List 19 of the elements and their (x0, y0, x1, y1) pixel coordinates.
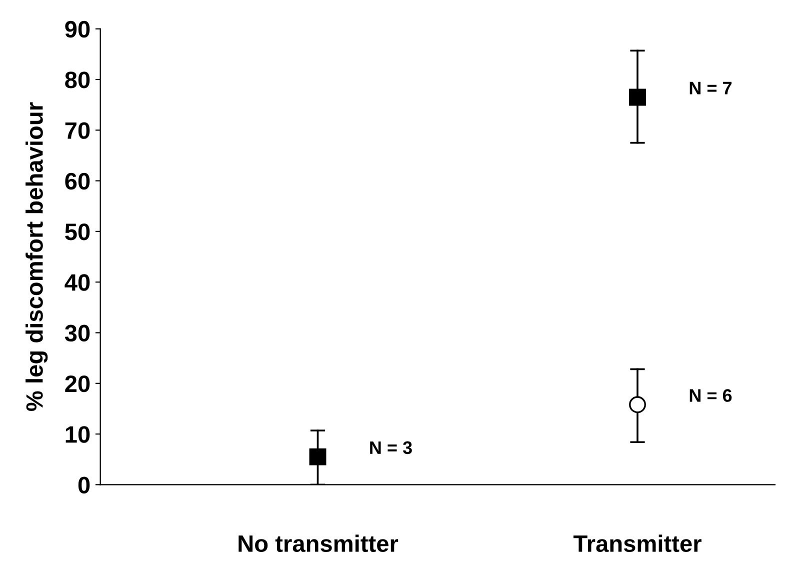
annotation: N = 7 (690, 82, 732, 94)
y-tick-label: 80 (65, 72, 90, 88)
x-tick-label: No transmitter (238, 534, 398, 552)
y-tick-label: 0 (78, 476, 90, 494)
annotation: N = 3 (370, 441, 412, 454)
y-tick-label: 90 (65, 20, 90, 38)
point (629, 396, 646, 414)
y-tick-label: 70 (65, 122, 90, 139)
y-axis-title: % leg discomfort behaviour (26, 102, 48, 411)
x-tick-label: Transmitter (573, 534, 702, 552)
annotation: N = 6 (690, 389, 732, 402)
point (309, 448, 326, 466)
y-tick-label: 30 (64, 324, 90, 342)
y-tick-label: 20 (65, 375, 90, 392)
y-tick-label: 60 (65, 172, 90, 190)
point (629, 88, 646, 106)
y-tick-label: 40 (64, 274, 90, 291)
y-tick-label: 50 (65, 224, 90, 240)
y-tick-label: 10 (66, 426, 90, 443)
